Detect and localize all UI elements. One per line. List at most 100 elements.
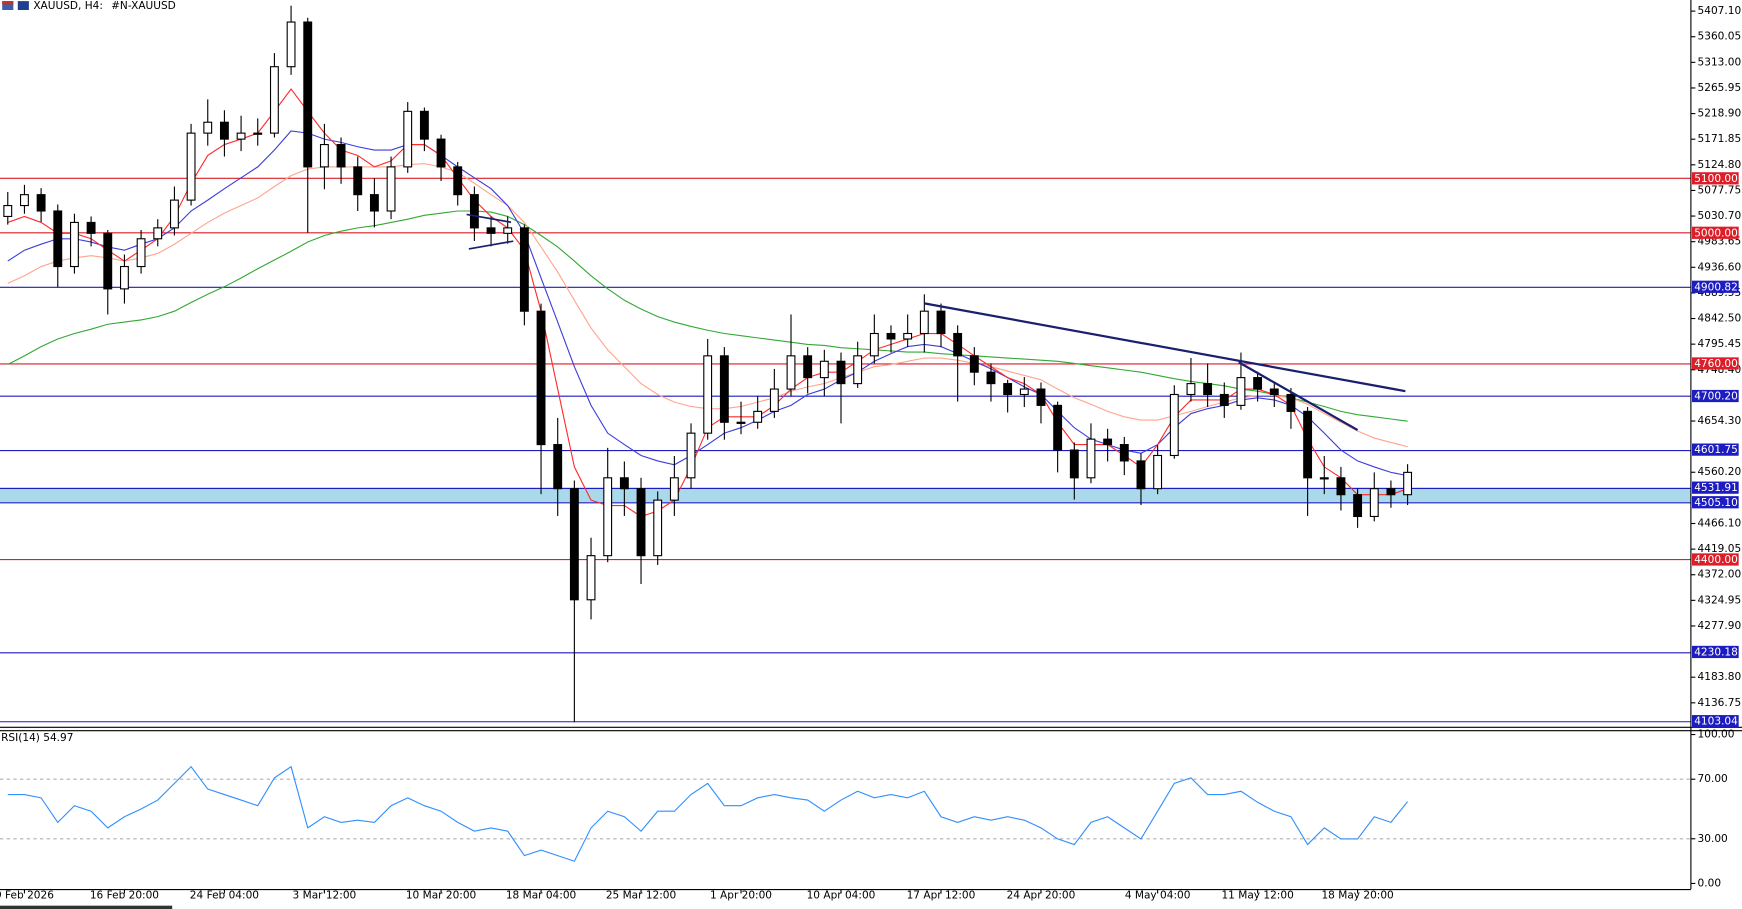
candle-body: [786, 355, 796, 390]
candle-body: [1286, 393, 1296, 412]
candle-body: [769, 388, 779, 412]
price-panel: [0, 5, 1691, 723]
level-tag: [1692, 172, 1739, 185]
y-tick-label: 4560.20: [1698, 466, 1742, 478]
level-label: 4400.00: [1694, 554, 1738, 566]
candle-body: [586, 555, 596, 601]
level-label: 4601.75: [1694, 444, 1738, 456]
candle-body: [36, 194, 46, 212]
y-tick-label: 4795.45: [1698, 338, 1742, 350]
candle-body: [636, 488, 646, 557]
candle-body: [1053, 404, 1063, 451]
x-tick-label: 10 Mar 20:00: [406, 890, 477, 902]
y-tick-label: 30.00: [1698, 833, 1728, 845]
header: XAUUSD, H4: #N-XAUUSD: [2, 0, 176, 12]
candle-body: [953, 332, 963, 357]
candle-body: [1086, 438, 1096, 479]
level-label: 4103.04: [1694, 716, 1738, 728]
candle-body: [303, 21, 313, 168]
y-tick-label: 5313.00: [1698, 56, 1742, 68]
candle-body: [169, 199, 179, 229]
y-tick-label: 4277.90: [1698, 620, 1742, 632]
y-tick-label: 4654.30: [1698, 415, 1742, 427]
candle-body: [919, 310, 929, 335]
candle-body: [3, 204, 13, 217]
candle-body: [1353, 494, 1363, 518]
trendline: [466, 213, 512, 224]
candle-body: [753, 410, 763, 423]
level-label: 5000.00: [1694, 227, 1738, 239]
moving-average: [7, 210, 1408, 422]
level-label: 5100.00: [1694, 173, 1738, 185]
candle-body: [986, 371, 996, 385]
candle-body: [853, 355, 863, 385]
candle-body: [1303, 410, 1313, 479]
level-tag: [1692, 481, 1739, 494]
y-tick-label: 70.00: [1698, 773, 1728, 785]
candle-body: [86, 221, 96, 234]
candle-body: [1203, 383, 1213, 396]
x-tick-label: 25 Mar 12:00: [606, 890, 677, 902]
candle-body: [569, 488, 579, 601]
y-tick-label: 5077.75: [1698, 184, 1742, 196]
candle-body: [869, 332, 879, 357]
flag-icon: [17, 1, 29, 11]
candle-body: [386, 166, 396, 212]
candle-body: [653, 499, 663, 557]
level-label: 4531.91: [1694, 482, 1738, 494]
candle-body: [319, 144, 329, 168]
y-tick-label: 4466.10: [1698, 517, 1742, 529]
y-tick-label: 4419.05: [1698, 543, 1742, 555]
y-tick-label: 4936.60: [1698, 261, 1742, 273]
y-tick-label: 4324.95: [1698, 594, 1742, 606]
candle-body: [1369, 488, 1379, 518]
candle-body: [69, 221, 79, 268]
trendline: [924, 302, 1406, 393]
candle-body: [1069, 449, 1079, 479]
candle-body: [353, 166, 363, 196]
level-tag: [1692, 645, 1739, 659]
level-label: 4760.00: [1694, 358, 1738, 370]
candle-body: [419, 110, 429, 140]
flag-icon: [2, 1, 14, 11]
candle-body: [719, 355, 729, 423]
candle-body: [736, 421, 746, 424]
level-tag: [1692, 553, 1739, 566]
candle-body: [1169, 393, 1179, 457]
y-tick-label: 4842.50: [1698, 313, 1742, 325]
candle-body: [1036, 388, 1046, 406]
x-tick-label: 17 Apr 12:00: [907, 890, 976, 902]
y-tick-label: 5124.80: [1698, 159, 1742, 171]
level-label: 4900.82: [1694, 281, 1738, 293]
y-tick-label: 5030.70: [1698, 210, 1742, 222]
candle-body: [1136, 460, 1146, 490]
candle-body: [619, 477, 629, 490]
level-tag: [1692, 715, 1739, 728]
candle-body: [1019, 388, 1029, 396]
candle-body: [1236, 377, 1246, 406]
level-tag: [1692, 357, 1739, 370]
candle-body: [836, 360, 846, 385]
symbol-name: #N-XAUUSD: [111, 0, 176, 12]
rsi-line: [7, 765, 1409, 862]
candle-body: [119, 265, 129, 290]
candle-body: [1336, 477, 1346, 496]
candle-body: [1253, 377, 1263, 390]
x-tick-label: 18 Mar 04:00: [506, 890, 577, 902]
candle-body: [269, 66, 279, 134]
candle-body: [19, 194, 29, 207]
x-tick-label: 16 Feb 20:00: [90, 890, 159, 902]
rsi-title: RSI(14) 54.97: [1, 732, 73, 744]
x-tick-label: 11 May 12:00: [1221, 890, 1294, 902]
candle-body: [936, 310, 946, 335]
y-tick-label: 0.00: [1698, 877, 1722, 889]
candle-body: [819, 360, 829, 379]
candle-body: [686, 432, 696, 479]
candle-body: [1119, 444, 1129, 462]
y-tick-label: 5218.90: [1698, 108, 1742, 120]
scrollbar: [0, 905, 173, 909]
level-label: 4700.20: [1694, 391, 1738, 403]
candle-body: [336, 144, 346, 168]
candle-body: [886, 332, 896, 340]
x-tick-label: 18 May 20:00: [1321, 890, 1394, 902]
